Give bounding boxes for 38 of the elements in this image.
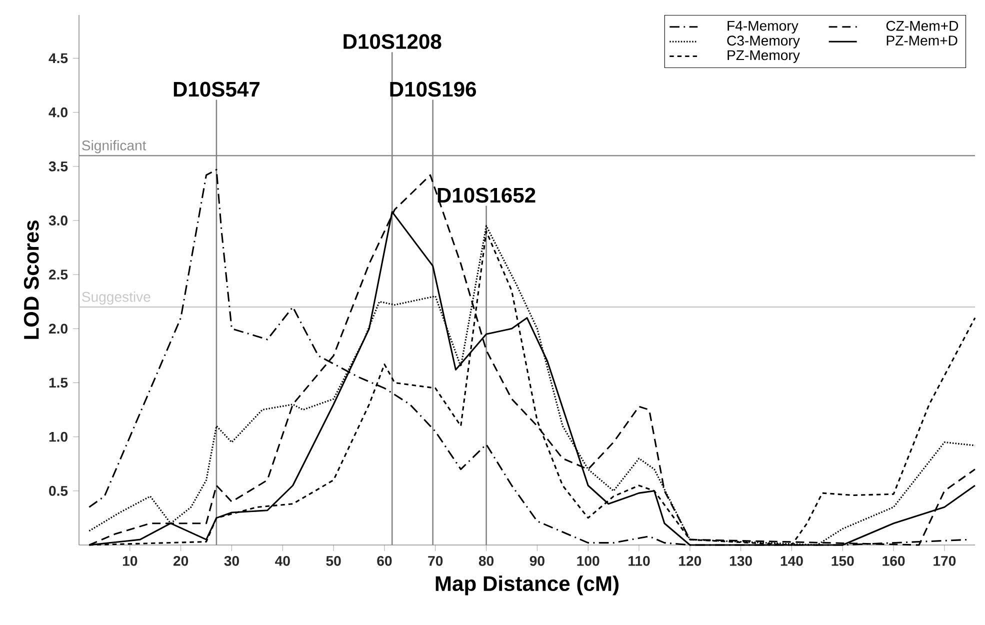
x-tick-label: 130	[730, 556, 752, 566]
legend-label: CZ-Mem+D	[886, 20, 958, 31]
legend-label: F4-Memory	[728, 20, 798, 34]
y-tick-label: 3.0	[48, 216, 68, 226]
x-tick-label: 150	[832, 556, 854, 566]
x-tick-label: 90	[530, 556, 544, 566]
x-tick-label: 140	[780, 556, 803, 566]
x-tick-label: 30	[224, 556, 239, 566]
y-tick-label: 2.5	[48, 270, 68, 280]
legend-label: PZ-Memory	[728, 50, 800, 63]
y-tick-label: 4.5	[48, 53, 68, 64]
ref-line-label: Significant	[82, 140, 146, 154]
x-axis-title: Map Distance (cM)	[436, 576, 618, 596]
x-tick-label: 40	[275, 556, 290, 566]
x-tick-label: 170	[934, 556, 956, 566]
x-tick-label: 120	[679, 556, 702, 566]
x-tick-label: 20	[173, 556, 188, 566]
x-tick-label: 100	[577, 556, 600, 566]
x-tick-label: 160	[882, 556, 905, 566]
legend-label: C3-Memory	[727, 36, 800, 48]
y-axis-title: LOD Scores	[24, 220, 39, 339]
ref-line-label: D10S196	[390, 82, 476, 97]
x-tick-label: 70	[428, 556, 443, 566]
ref-line-label: D10S1652	[438, 188, 536, 203]
ref-line-label: D10S547	[174, 82, 260, 97]
x-tick-label: 80	[478, 556, 494, 566]
x-tick-label: 60	[377, 556, 392, 566]
y-tick-label: 3.5	[48, 161, 68, 172]
y-tick-label: 1.5	[49, 378, 68, 388]
y-tick-label: 2.0	[48, 324, 68, 334]
legend-label: PZ-Mem+D	[886, 36, 958, 46]
y-tick-label: 4.0	[48, 107, 68, 118]
x-tick-label: 110	[628, 556, 650, 566]
y-tick-label: 0.5	[49, 486, 68, 496]
x-tick-label: 10	[122, 556, 138, 566]
y-tick-label: 1.0	[49, 432, 68, 442]
x-tick-label: 50	[326, 556, 341, 566]
ref-line-label: D10S1208	[344, 34, 442, 49]
